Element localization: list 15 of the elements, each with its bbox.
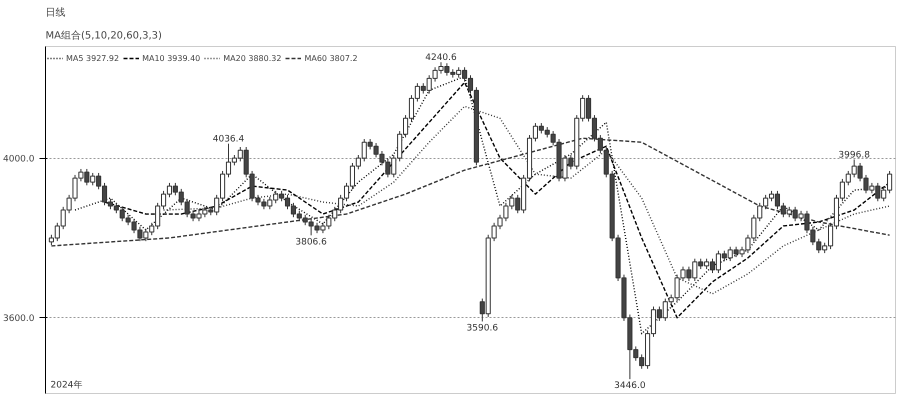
chart-title: 日线 <box>46 6 66 18</box>
annotation: 3446.0 <box>614 381 646 392</box>
y-tick-label: 3600.0 <box>3 314 35 324</box>
y-tick-label: 4000.0 <box>3 154 35 165</box>
annotation: 3806.6 <box>295 237 328 248</box>
annotation: 4036.4 <box>212 134 245 145</box>
annotation: 3590.6 <box>466 323 498 334</box>
legend-label: MA20 3880.32 <box>223 54 282 62</box>
legend-label: MA5 3927.92 <box>66 54 120 62</box>
annotation: 2024年 <box>50 380 82 390</box>
legend-label: MA10 3939.40 <box>142 54 200 62</box>
chart-subtitle: MA组合(5,10,20,60,3,3) <box>46 30 162 42</box>
legend-label: MA60 3807.2 <box>304 54 358 62</box>
annotation: 3996.8 <box>838 150 870 160</box>
annotation: 4240.6 <box>425 53 458 64</box>
